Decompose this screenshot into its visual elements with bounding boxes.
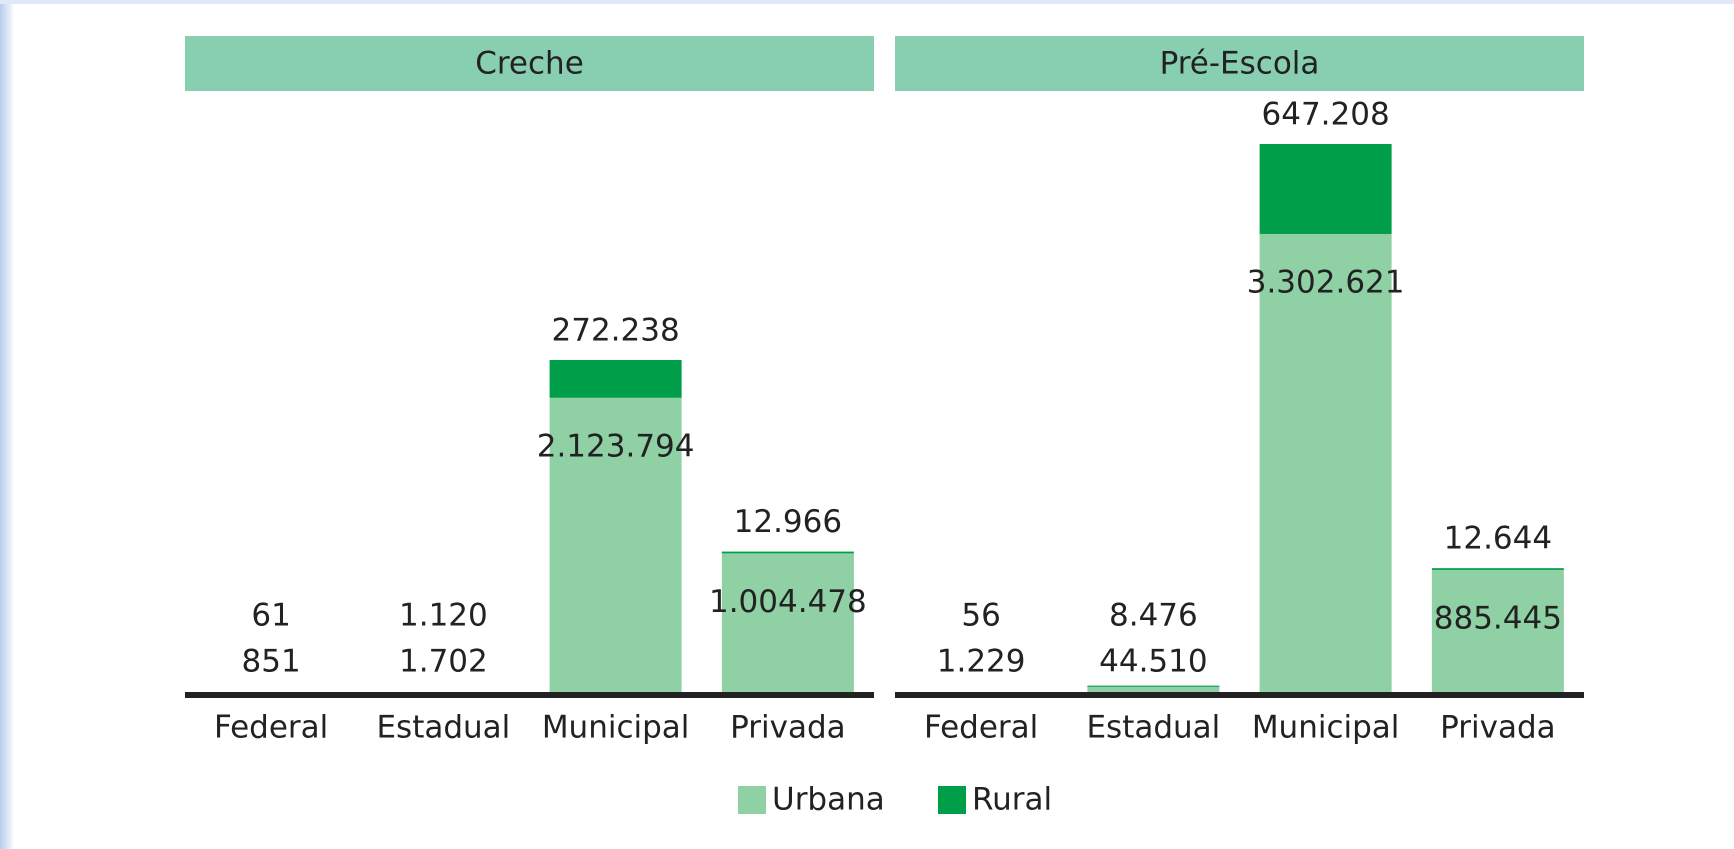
bar-segment (1087, 685, 1220, 687)
bar-segment (1431, 569, 1564, 693)
bar-segment (721, 551, 854, 554)
legend-label: Urbana (772, 782, 885, 818)
value-label: 8.476 (1109, 598, 1198, 634)
value-label: 1.229 (937, 644, 1026, 680)
value-label: 647.208 (1262, 97, 1390, 133)
value-label: 851 (242, 644, 301, 680)
value-label: 44.510 (1099, 644, 1207, 680)
value-label: 885.445 (1434, 600, 1562, 636)
top-band (0, 0, 1734, 4)
value-label: 272.238 (552, 312, 680, 348)
facet-strip (185, 36, 874, 91)
value-label: 56 (961, 598, 1000, 634)
x-tick-label: Estadual (376, 710, 510, 746)
value-label: 12.644 (1444, 521, 1552, 557)
x-tick-label: Privada (730, 710, 846, 746)
bar-segment (1431, 568, 1564, 570)
bar-segment (721, 553, 854, 693)
facet-title: Pré-Escola (1160, 46, 1320, 82)
value-label: 3.302.621 (1247, 264, 1405, 300)
bar-segment (1259, 144, 1392, 234)
facet-title: Creche (475, 46, 584, 82)
x-tick-label: Federal (924, 710, 1038, 746)
facet-strip (895, 36, 1584, 91)
value-label: 61 (251, 598, 290, 634)
value-label: 2.123.794 (537, 428, 695, 464)
bar-segment (549, 359, 682, 398)
legend-swatch (738, 786, 766, 814)
bar-segment (1087, 686, 1220, 693)
value-label: 1.702 (399, 644, 488, 680)
legend-label: Rural (972, 782, 1052, 818)
x-tick-label: Privada (1440, 710, 1556, 746)
bar-segment (549, 397, 682, 693)
x-tick-label: Municipal (542, 710, 690, 746)
legend-swatch (938, 786, 966, 814)
value-label: 1.120 (399, 598, 488, 634)
value-label: 12.966 (734, 504, 842, 540)
value-label: 1.004.478 (709, 584, 867, 620)
x-tick-label: Estadual (1086, 710, 1220, 746)
bar-segment (1259, 233, 1392, 693)
x-tick-label: Municipal (1252, 710, 1400, 746)
x-tick-label: Federal (214, 710, 328, 746)
